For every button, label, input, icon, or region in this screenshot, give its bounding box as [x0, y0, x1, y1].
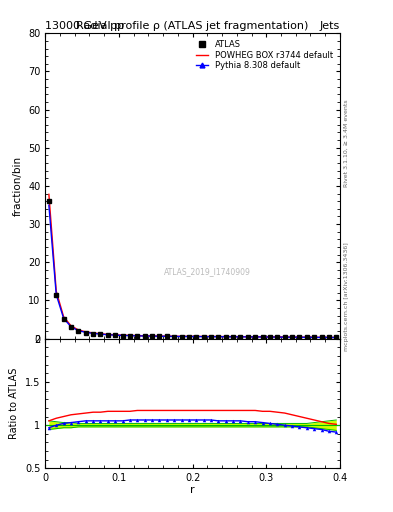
Y-axis label: Ratio to ATLAS: Ratio to ATLAS [9, 368, 19, 439]
Y-axis label: fraction/bin: fraction/bin [13, 156, 22, 216]
Legend: ATLAS, POWHEG BOX r3744 default, Pythia 8.308 default: ATLAS, POWHEG BOX r3744 default, Pythia … [193, 37, 336, 73]
Text: mcplots.cern.ch [arXiv:1306.3436]: mcplots.cern.ch [arXiv:1306.3436] [344, 243, 349, 351]
Title: Radial profile ρ (ATLAS jet fragmentation): Radial profile ρ (ATLAS jet fragmentatio… [76, 21, 309, 31]
Text: 13000 GeV pp: 13000 GeV pp [45, 20, 124, 31]
Text: Rivet 3.1.10, ≥ 3.4M events: Rivet 3.1.10, ≥ 3.4M events [344, 99, 349, 187]
X-axis label: r: r [190, 485, 195, 495]
Text: Jets: Jets [320, 20, 340, 31]
Text: ATLAS_2019_I1740909: ATLAS_2019_I1740909 [164, 267, 251, 276]
